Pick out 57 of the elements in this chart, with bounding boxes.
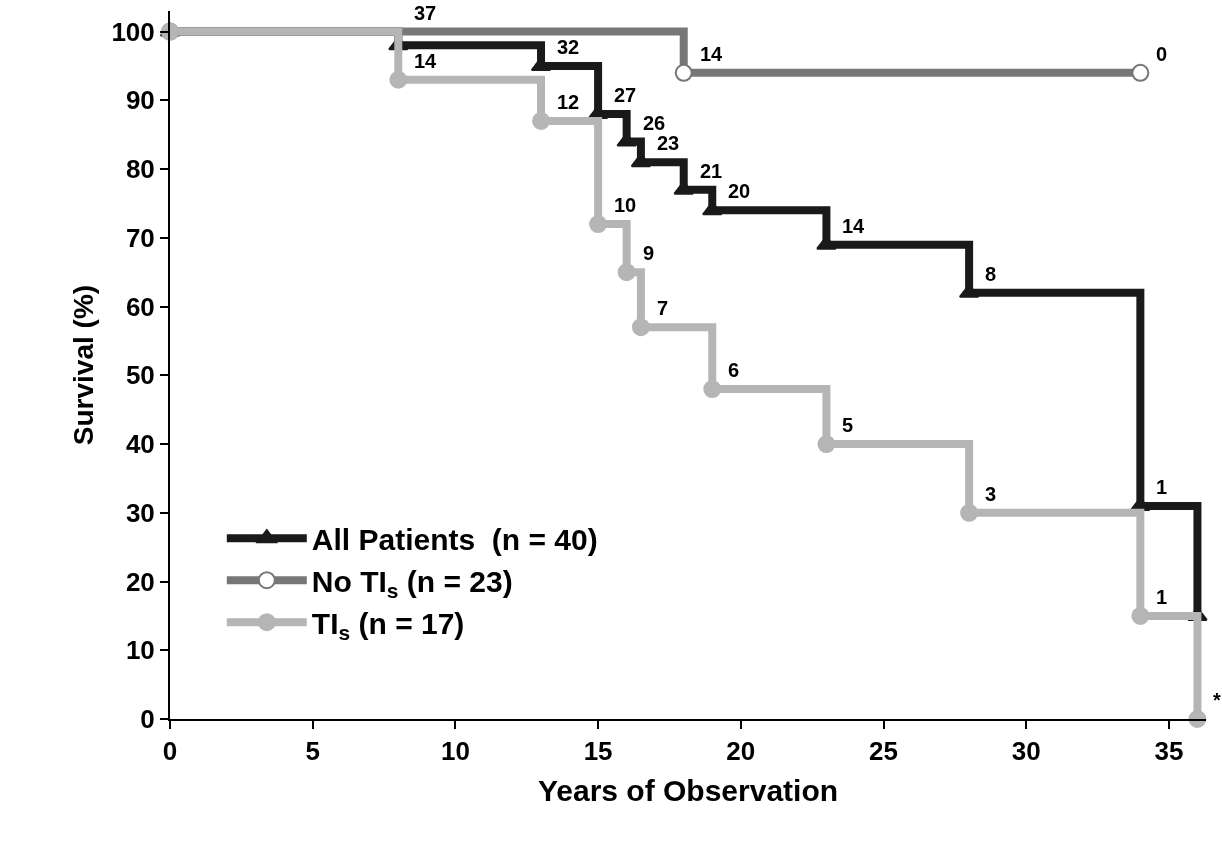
x-tick-label: 25 — [869, 736, 898, 767]
y-tick-label: 80 — [125, 154, 155, 185]
annotation: 6 — [728, 359, 740, 381]
point — [960, 503, 979, 522]
point — [1131, 63, 1150, 82]
point — [589, 215, 608, 234]
point — [617, 263, 636, 282]
x-tick-label: 35 — [1154, 736, 1184, 767]
annotation: 0 — [1156, 43, 1168, 65]
annotation: * — [1213, 689, 1221, 711]
annotation: 7 — [657, 297, 669, 319]
point — [1131, 606, 1150, 625]
y-tick-label: 40 — [125, 429, 155, 460]
annotation: 21 — [700, 160, 723, 182]
y-tick-label: 20 — [125, 566, 155, 597]
point — [631, 318, 650, 337]
annotation: 20 — [728, 180, 751, 202]
legend-label: TI$_{s}$ (n = 17) — [311, 606, 465, 645]
annotation: 9 — [643, 242, 655, 264]
y-tick-label: 30 — [125, 497, 155, 528]
x-tick-label: 15 — [583, 736, 613, 767]
annotation: 32 — [557, 36, 580, 58]
annotation: 10 — [614, 194, 637, 216]
y-tick-label: 70 — [125, 222, 155, 253]
x-axis-title: Years of Observation — [537, 774, 839, 808]
annotation: 14 — [842, 215, 866, 237]
legend-label: All Patients (n = 40) — [311, 522, 598, 556]
point — [532, 111, 551, 130]
annotation: 1 — [1156, 476, 1168, 498]
y-tick-label: 60 — [125, 291, 155, 322]
point — [389, 70, 408, 89]
annotation: 12 — [557, 91, 580, 113]
y-axis-title: Survival (%) — [67, 284, 99, 446]
x-tick-label: 20 — [726, 736, 756, 767]
y-tick-label: 10 — [125, 635, 155, 666]
annotation: 27 — [614, 84, 637, 106]
x-tick-label: 5 — [305, 736, 320, 767]
annotation: 26 — [643, 112, 666, 134]
annotation: 1 — [1156, 586, 1168, 608]
y-tick-label: 90 — [125, 85, 155, 116]
x-tick-label: 30 — [1011, 736, 1041, 767]
point — [703, 380, 722, 399]
x-tick-label: 0 — [162, 736, 178, 767]
y-tick-label: 50 — [125, 360, 155, 391]
annotation: 5 — [842, 414, 854, 436]
annotation: 8 — [985, 263, 997, 285]
y-tick-label: 0 — [140, 704, 155, 735]
annotation: 23 — [657, 132, 680, 154]
point — [674, 63, 693, 82]
point — [817, 435, 836, 454]
annotation: 37 — [414, 2, 437, 24]
annotation: 14 — [700, 43, 724, 65]
legend-label: No TI$_{s}$ (n = 23) — [311, 564, 513, 603]
annotation: 14 — [414, 50, 438, 72]
x-tick-label: 10 — [440, 736, 470, 767]
y-tick-label: 100 — [111, 16, 155, 47]
annotation: 3 — [985, 483, 997, 505]
